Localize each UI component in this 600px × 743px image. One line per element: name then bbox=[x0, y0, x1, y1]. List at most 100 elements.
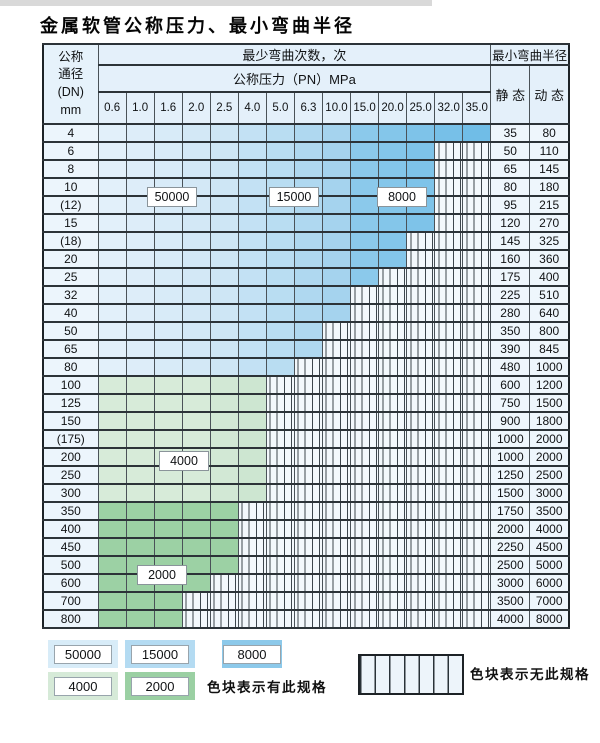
spec-cell bbox=[125, 267, 155, 287]
spec-cell bbox=[125, 213, 155, 233]
spec-cell bbox=[97, 357, 127, 377]
spec-cell bbox=[153, 267, 183, 287]
no-spec-cell bbox=[350, 537, 380, 557]
pressure-col-header: 5.0 bbox=[265, 91, 295, 125]
spec-cell bbox=[209, 177, 239, 197]
spec-cell bbox=[97, 573, 127, 593]
no-spec-cell bbox=[462, 519, 492, 539]
spec-cell bbox=[321, 177, 352, 197]
spec-cell bbox=[209, 501, 239, 521]
no-spec-cell bbox=[462, 411, 492, 431]
static-radius-cell: 750 bbox=[490, 393, 531, 413]
cycles-label-4000: 4000 bbox=[159, 451, 209, 471]
spec-cell bbox=[181, 555, 211, 575]
spec-cell bbox=[153, 285, 183, 305]
spec-cell bbox=[209, 393, 239, 413]
spec-cell bbox=[462, 123, 492, 143]
pressure-col-header: 15.0 bbox=[350, 91, 380, 125]
spec-cell bbox=[293, 213, 323, 233]
spec-cell bbox=[97, 609, 127, 629]
dn-cell: 200 bbox=[42, 447, 99, 467]
spec-cell bbox=[209, 447, 239, 467]
pressure-header: 公称压力（PN）MPa bbox=[97, 64, 492, 93]
no-spec-cell bbox=[265, 429, 295, 449]
spec-cell bbox=[293, 267, 323, 287]
no-spec-cell bbox=[462, 213, 492, 233]
no-spec-cell bbox=[350, 321, 380, 341]
no-spec-cell bbox=[434, 339, 464, 359]
spec-cell bbox=[97, 339, 127, 359]
no-spec-cell bbox=[293, 555, 323, 575]
dynamic-radius-cell: 510 bbox=[529, 285, 570, 305]
no-spec-cell bbox=[434, 591, 464, 611]
no-spec-cell bbox=[434, 375, 464, 395]
no-spec-cell bbox=[406, 357, 436, 377]
dynamic-radius-cell: 145 bbox=[529, 159, 570, 179]
dn-cell: 800 bbox=[42, 609, 99, 629]
bend-cycles-header: 最少弯曲次数，次 bbox=[97, 43, 492, 66]
no-spec-cell bbox=[350, 357, 380, 377]
static-radius-cell: 120 bbox=[490, 213, 531, 233]
no-spec-cell bbox=[462, 321, 492, 341]
no-spec-cell bbox=[265, 591, 295, 611]
dn-cell: 150 bbox=[42, 411, 99, 431]
no-spec-cell bbox=[406, 555, 436, 575]
no-spec-cell bbox=[406, 429, 436, 449]
no-spec-cell bbox=[406, 267, 436, 287]
spec-cell bbox=[209, 267, 239, 287]
no-spec-cell bbox=[434, 573, 464, 593]
dn-cell: 350 bbox=[42, 501, 99, 521]
no-spec-cell bbox=[378, 339, 408, 359]
spec-cell bbox=[406, 213, 436, 233]
spec-cell bbox=[97, 231, 127, 251]
no-spec-cell bbox=[406, 411, 436, 431]
spec-cell bbox=[97, 159, 127, 179]
no-spec-cell bbox=[265, 465, 295, 485]
no-spec-cell bbox=[378, 267, 408, 287]
legend-label-50000: 50000 bbox=[54, 644, 112, 664]
no-spec-cell bbox=[321, 339, 352, 359]
no-spec-cell bbox=[462, 303, 492, 323]
pressure-col-header: 10.0 bbox=[321, 91, 352, 125]
legend-has-spec-text: 色块表示有此规格 bbox=[207, 680, 327, 695]
no-spec-cell bbox=[350, 339, 380, 359]
static-radius-cell: 2250 bbox=[490, 537, 531, 557]
no-spec-cell bbox=[378, 501, 408, 521]
static-radius-cell: 350 bbox=[490, 321, 531, 341]
dn-cell: 4 bbox=[42, 123, 99, 143]
no-spec-cell bbox=[237, 591, 267, 611]
table-row: 6 50 110 bbox=[42, 141, 570, 161]
spec-cell bbox=[153, 231, 183, 251]
spec-cell bbox=[125, 411, 155, 431]
dynamic-radius-cell: 180 bbox=[529, 177, 570, 197]
no-spec-cell bbox=[462, 591, 492, 611]
static-radius-cell: 160 bbox=[490, 249, 531, 269]
no-spec-cell bbox=[434, 195, 464, 215]
no-spec-cell bbox=[462, 465, 492, 485]
pressure-col-header: 20.0 bbox=[378, 91, 408, 125]
spec-cell bbox=[209, 465, 239, 485]
no-spec-cell bbox=[434, 141, 464, 161]
spec-cell bbox=[153, 249, 183, 269]
table-row: 600 3000 6000 bbox=[42, 573, 570, 593]
no-spec-cell bbox=[406, 285, 436, 305]
dynamic-radius-cell: 3000 bbox=[529, 483, 570, 503]
no-spec-cell bbox=[434, 537, 464, 557]
dynamic-radius-cell: 80 bbox=[529, 123, 570, 143]
no-spec-cell bbox=[406, 465, 436, 485]
spec-cell bbox=[125, 321, 155, 341]
no-spec-cell bbox=[434, 267, 464, 287]
dn-cell: 100 bbox=[42, 375, 99, 395]
pressure-col-header: 35.0 bbox=[462, 91, 492, 125]
spec-cell bbox=[378, 249, 408, 269]
spec-cell bbox=[237, 285, 267, 305]
spec-cell bbox=[181, 357, 211, 377]
spec-cell bbox=[153, 213, 183, 233]
spec-table: 公称 通径 (DN) mm 最少弯曲次数，次 最小弯曲半径 公称压力（PN）MPa 静… bbox=[42, 43, 570, 629]
no-spec-cell bbox=[406, 609, 436, 629]
no-spec-cell bbox=[434, 177, 464, 197]
static-radius-cell: 1250 bbox=[490, 465, 531, 485]
no-spec-cell bbox=[350, 447, 380, 467]
dn-cell: 500 bbox=[42, 555, 99, 575]
